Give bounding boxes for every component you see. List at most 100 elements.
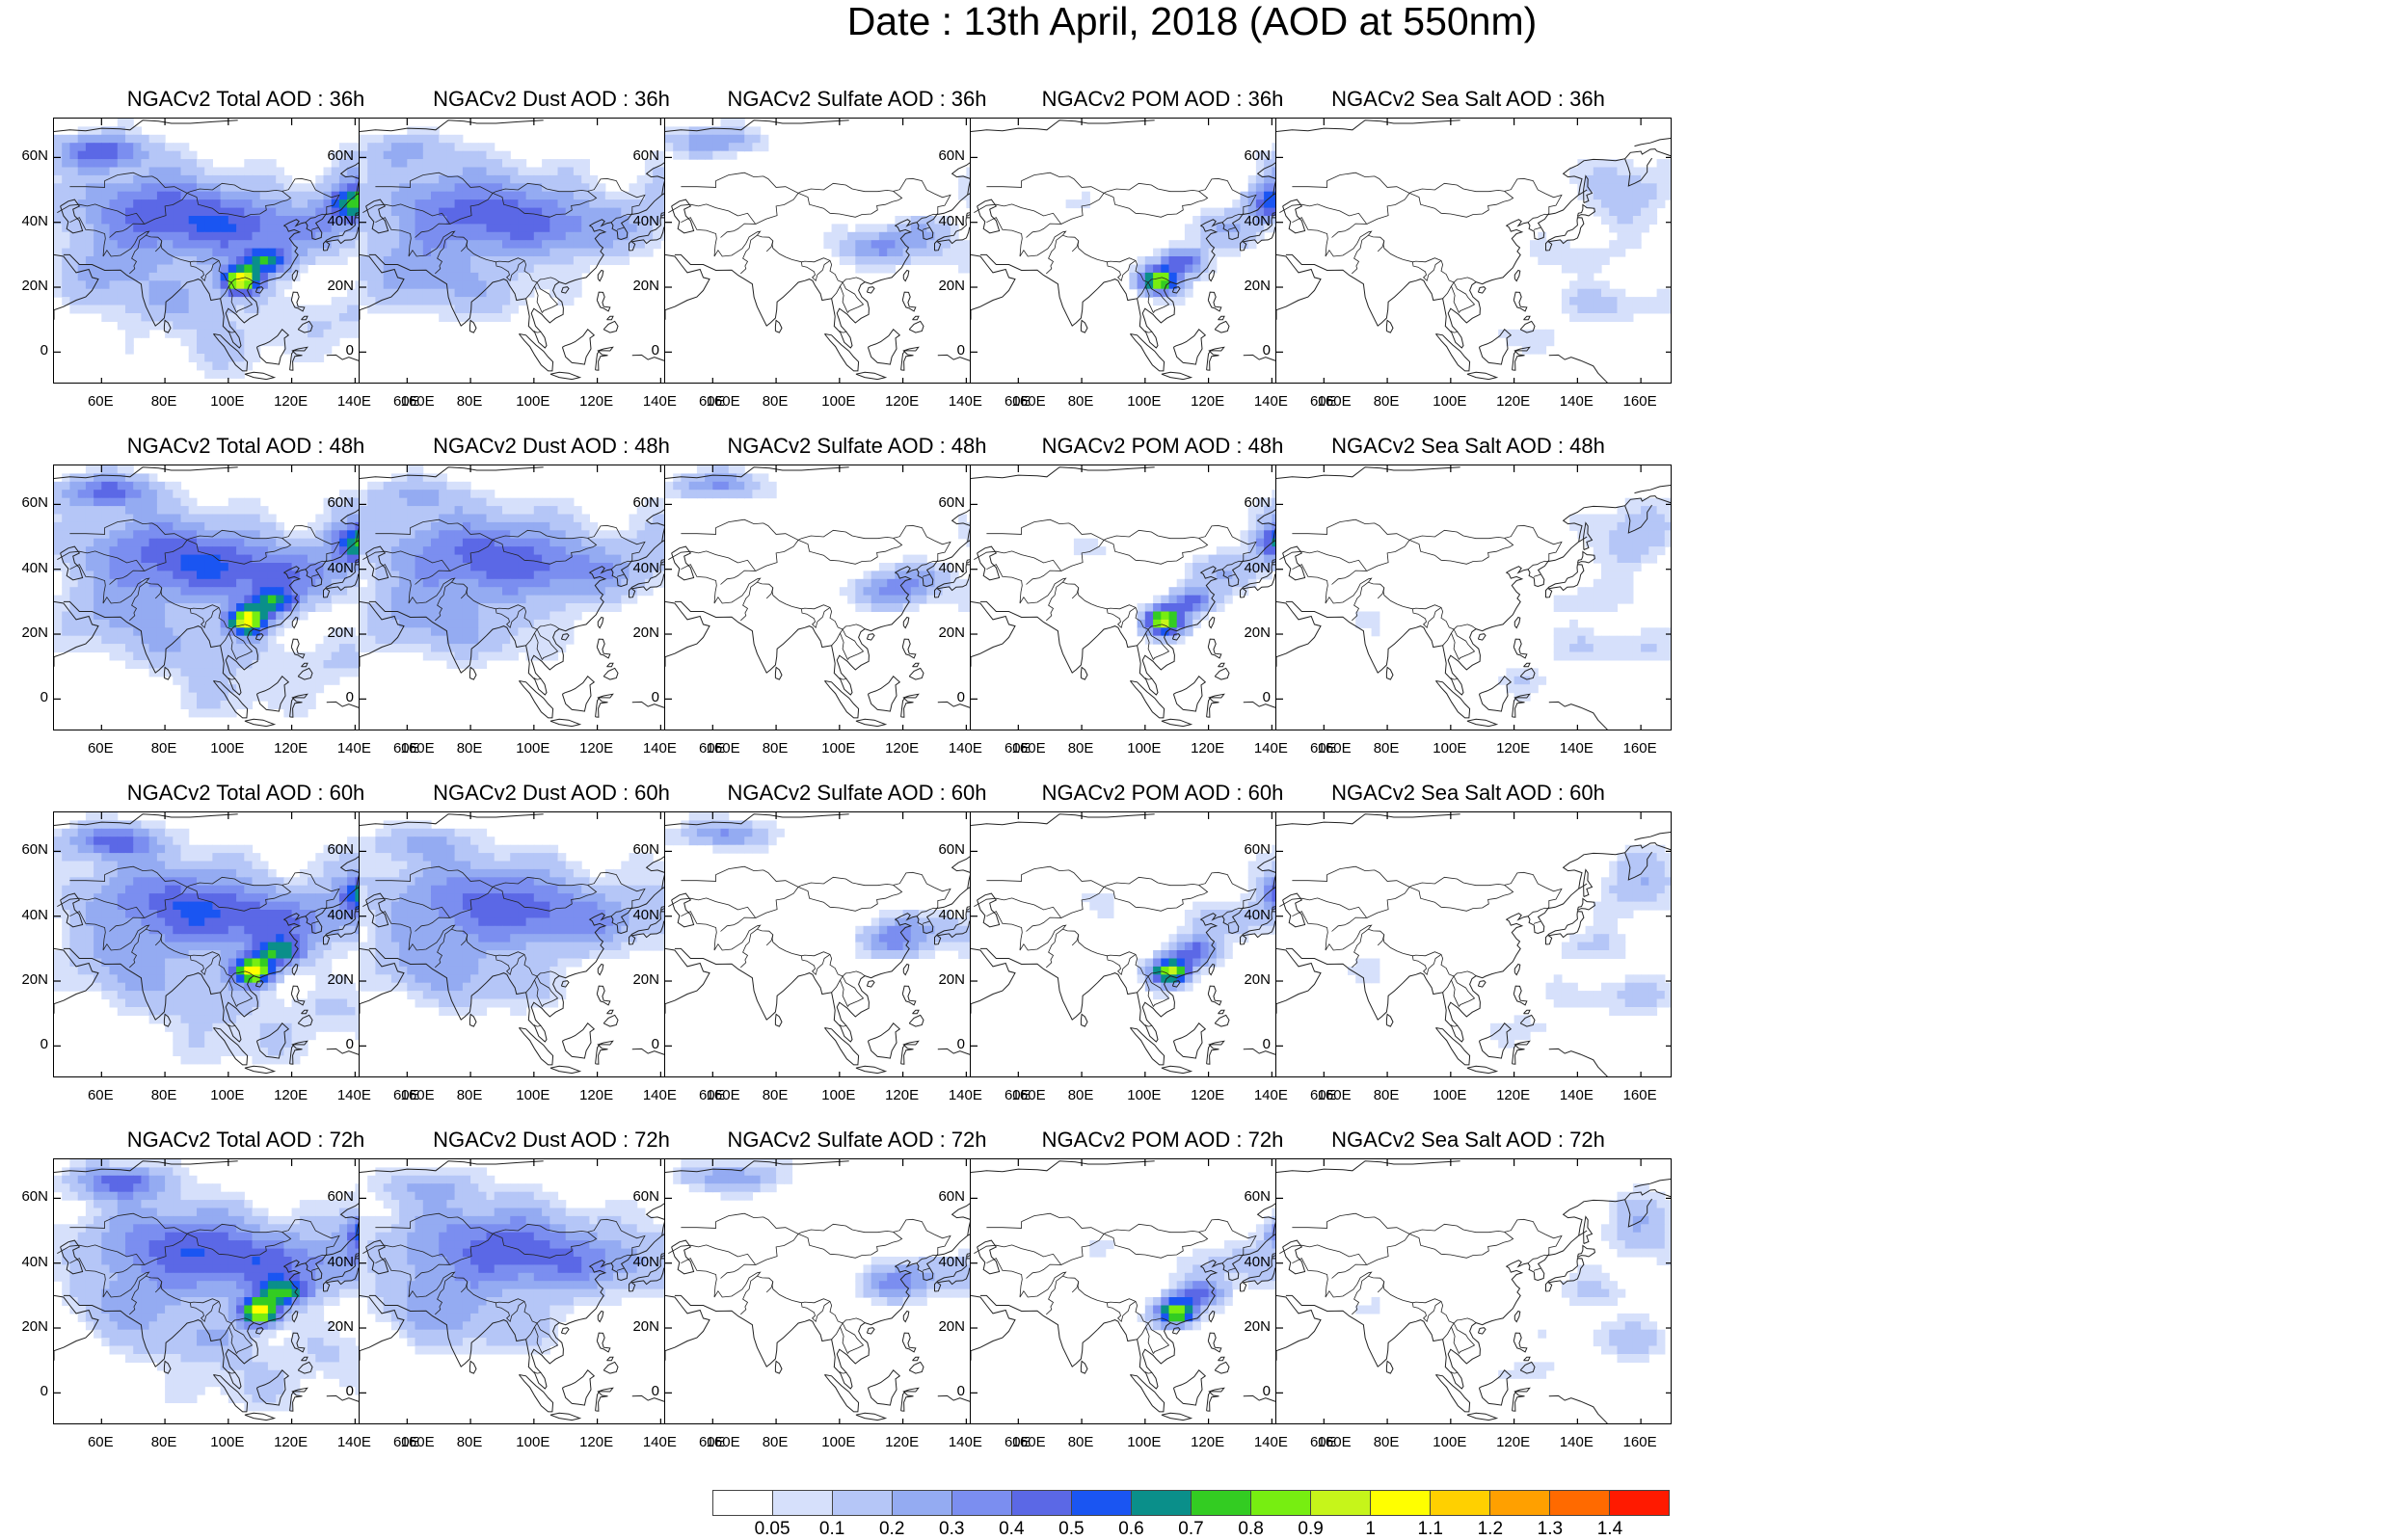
lat-tick-label: 40N — [315, 1254, 354, 1271]
lon-tick-label: 160E — [1616, 1434, 1664, 1451]
aod-map — [1275, 465, 1672, 730]
lon-tick-label: 100E — [1426, 393, 1474, 411]
lat-tick-label: 40N — [1232, 907, 1271, 924]
lon-tick-label: 100E — [1120, 1087, 1168, 1104]
lat-tick-label: 60N — [621, 494, 659, 512]
lon-tick-label: 140E — [1552, 740, 1600, 757]
colorbar-swatch — [1132, 1491, 1192, 1515]
lat-tick-label: 40N — [10, 907, 48, 924]
lon-tick-label: 120E — [267, 1087, 315, 1104]
lon-tick-label: 120E — [573, 1434, 621, 1451]
lat-tick-label: 0 — [315, 689, 354, 706]
lon-tick-label: 60E — [76, 1087, 124, 1104]
colorbar-label: 0.7 — [1163, 1519, 1220, 1540]
lat-tick-label: 20N — [315, 624, 354, 642]
lat-tick-label: 20N — [10, 624, 48, 642]
lon-tick-label: 80E — [751, 1434, 799, 1451]
lat-tick-label: 60N — [621, 147, 659, 165]
lat-tick-label: 40N — [10, 213, 48, 230]
lon-tick-label: 80E — [1362, 740, 1410, 757]
lon-tick-label: 120E — [573, 1087, 621, 1104]
colorbar-label: 1.1 — [1402, 1519, 1460, 1540]
lat-tick-label: 20N — [10, 278, 48, 295]
panel-title: NGACv2 Sea Salt AOD : 60h — [1227, 781, 1709, 806]
lon-tick-label: 160E — [1616, 1087, 1664, 1104]
colorbar-label: 0.3 — [923, 1519, 980, 1540]
lon-tick-label: 120E — [1184, 1434, 1232, 1451]
lon-tick-label: 100E — [815, 1087, 863, 1104]
lon-tick-label: 60E — [687, 1434, 736, 1451]
lat-tick-label: 60N — [315, 494, 354, 512]
colorbar-swatch — [1251, 1491, 1311, 1515]
lat-tick-label: 20N — [1232, 971, 1271, 989]
lon-tick-label: 100E — [509, 393, 557, 411]
colorbar-label: 1 — [1342, 1519, 1400, 1540]
colorbar-swatch — [833, 1491, 893, 1515]
lon-tick-label: 100E — [815, 740, 863, 757]
panel-title: NGACv2 Sea Salt AOD : 48h — [1227, 434, 1709, 459]
lon-tick-label: 100E — [1120, 393, 1168, 411]
lat-tick-label: 20N — [621, 1318, 659, 1336]
lon-tick-label: 120E — [573, 740, 621, 757]
lon-tick-label: 80E — [140, 1087, 188, 1104]
colorbar-label: 0.8 — [1222, 1519, 1280, 1540]
lat-tick-label: 60N — [315, 841, 354, 859]
lat-tick-label: 60N — [926, 147, 965, 165]
lon-tick-label: 120E — [1489, 1434, 1538, 1451]
lat-tick-label: 60N — [1232, 494, 1271, 512]
lat-tick-label: 40N — [1232, 213, 1271, 230]
lat-tick-label: 20N — [621, 971, 659, 989]
lat-tick-label: 0 — [926, 1383, 965, 1400]
lon-tick-label: 100E — [1120, 1434, 1168, 1451]
lat-tick-label: 60N — [926, 841, 965, 859]
lat-tick-label: 0 — [1232, 689, 1271, 706]
lat-tick-label: 20N — [926, 1318, 965, 1336]
lat-tick-label: 60N — [315, 1188, 354, 1206]
colorbar-swatch — [1311, 1491, 1371, 1515]
lat-tick-label: 0 — [1232, 342, 1271, 359]
lon-tick-label: 100E — [203, 1434, 252, 1451]
colorbar-swatch — [1192, 1491, 1251, 1515]
lat-tick-label: 20N — [621, 624, 659, 642]
lon-tick-label: 80E — [445, 1087, 494, 1104]
lat-tick-label: 60N — [621, 841, 659, 859]
lon-tick-label: 60E — [687, 393, 736, 411]
lon-tick-label: 100E — [1426, 1087, 1474, 1104]
lon-tick-label: 60E — [1299, 1087, 1347, 1104]
lat-tick-label: 40N — [926, 213, 965, 230]
colorbar-label: 0.2 — [863, 1519, 921, 1540]
lat-tick-label: 20N — [926, 624, 965, 642]
lat-tick-label: 0 — [315, 1036, 354, 1053]
lon-tick-label: 80E — [1057, 1434, 1105, 1451]
lon-tick-label: 100E — [509, 740, 557, 757]
lat-tick-label: 20N — [315, 278, 354, 295]
lon-tick-label: 80E — [751, 740, 799, 757]
colorbar-swatch — [952, 1491, 1012, 1515]
colorbar-swatch — [1610, 1491, 1669, 1515]
lon-tick-label: 80E — [1057, 393, 1105, 411]
lat-tick-label: 40N — [315, 213, 354, 230]
lat-tick-label: 40N — [10, 560, 48, 577]
colorbar-label: 0.1 — [803, 1519, 861, 1540]
lon-tick-label: 60E — [1299, 740, 1347, 757]
lon-tick-label: 100E — [509, 1434, 557, 1451]
lon-tick-label: 120E — [1184, 393, 1232, 411]
lat-tick-label: 40N — [10, 1254, 48, 1271]
lat-tick-label: 60N — [926, 1188, 965, 1206]
colorbar-swatch — [1072, 1491, 1132, 1515]
lat-tick-label: 60N — [1232, 841, 1271, 859]
lon-tick-label: 60E — [76, 1434, 124, 1451]
lon-tick-label: 120E — [1489, 740, 1538, 757]
aod-shading — [1355, 498, 1672, 702]
colorbar-label: 0.5 — [1042, 1519, 1100, 1540]
lat-tick-label: 60N — [1232, 1188, 1271, 1206]
lon-tick-label: 60E — [76, 740, 124, 757]
lat-tick-label: 20N — [315, 971, 354, 989]
lat-tick-label: 40N — [621, 1254, 659, 1271]
lat-tick-label: 60N — [315, 147, 354, 165]
lat-tick-label: 0 — [10, 1383, 48, 1400]
colorbar-swatch — [1550, 1491, 1610, 1515]
lat-tick-label: 0 — [315, 342, 354, 359]
lat-tick-label: 20N — [926, 971, 965, 989]
lat-tick-label: 0 — [926, 689, 965, 706]
